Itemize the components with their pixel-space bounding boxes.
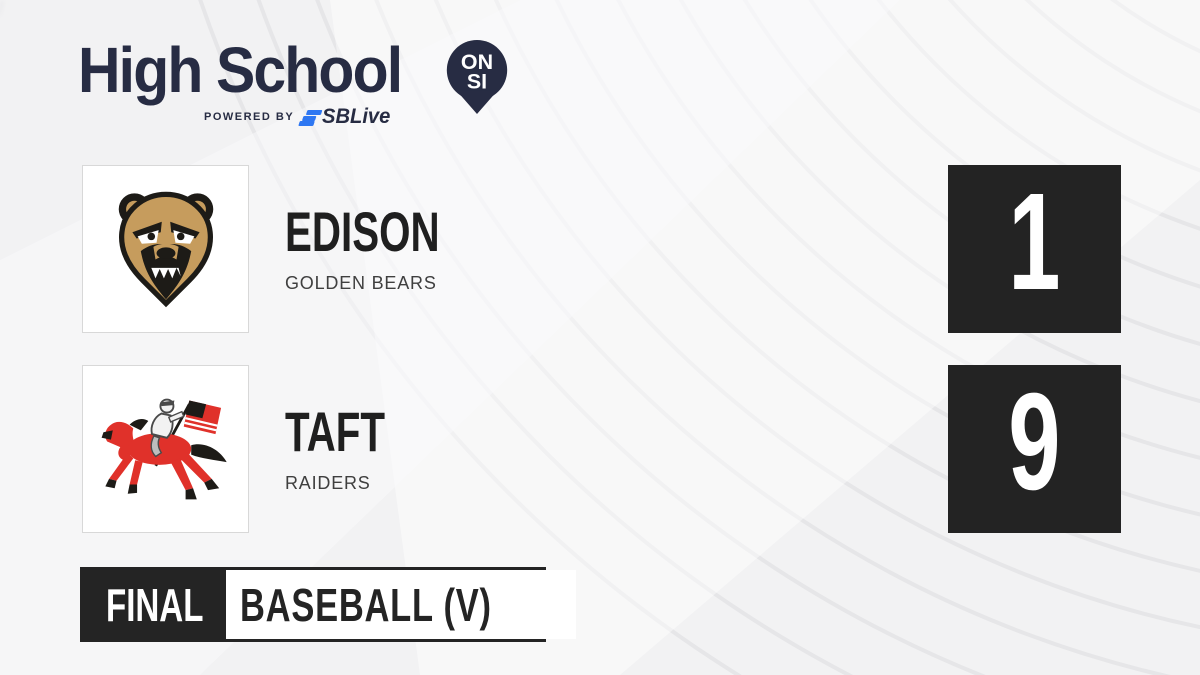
team-mascot-taft: RAIDERS: [285, 473, 371, 493]
taft-score: 9: [1008, 365, 1061, 519]
edison-score: 1: [1008, 165, 1061, 319]
game-status-badge: FINAL BASEBALL (V): [80, 567, 576, 642]
edison-name-col: EDISON GOLDEN BEARS: [285, 165, 705, 333]
taft-logo-box: [82, 365, 249, 533]
powered-by-label: POWERED BY: [204, 111, 295, 123]
final-segment: FINAL: [83, 570, 226, 639]
pin-text-si: SI: [467, 70, 487, 94]
powered-by-row: POWERED BY SBLive: [204, 105, 393, 129]
page-title: High School: [78, 34, 403, 106]
edison-score-box: 1: [948, 165, 1121, 333]
sblive-wordmark: SBLive: [322, 105, 391, 128]
edison-bear-logo-icon: [118, 191, 213, 308]
event-label: BASEBALL (V): [240, 578, 492, 631]
sblive-bolt-icon: [298, 109, 323, 126]
edison-logo-box: [82, 165, 249, 333]
on-si-pin-icon: ON SI: [446, 40, 508, 114]
team-name-edison: EDISON: [285, 200, 440, 263]
sblive-logo: SBLive: [298, 105, 393, 129]
pin-text-on: ON: [461, 50, 493, 74]
taft-score-box: 9: [948, 365, 1121, 533]
team-name-taft: TAFT: [285, 400, 386, 463]
header-logo: High School ON SI POWERED BY SBLive: [78, 34, 518, 128]
event-segment: BASEBALL (V): [226, 570, 576, 639]
taft-raider-logo-icon: [101, 398, 227, 500]
status-label: FINAL: [105, 578, 204, 631]
taft-name-col: TAFT RAIDERS: [285, 365, 705, 533]
team-mascot-edison: GOLDEN BEARS: [285, 273, 437, 293]
